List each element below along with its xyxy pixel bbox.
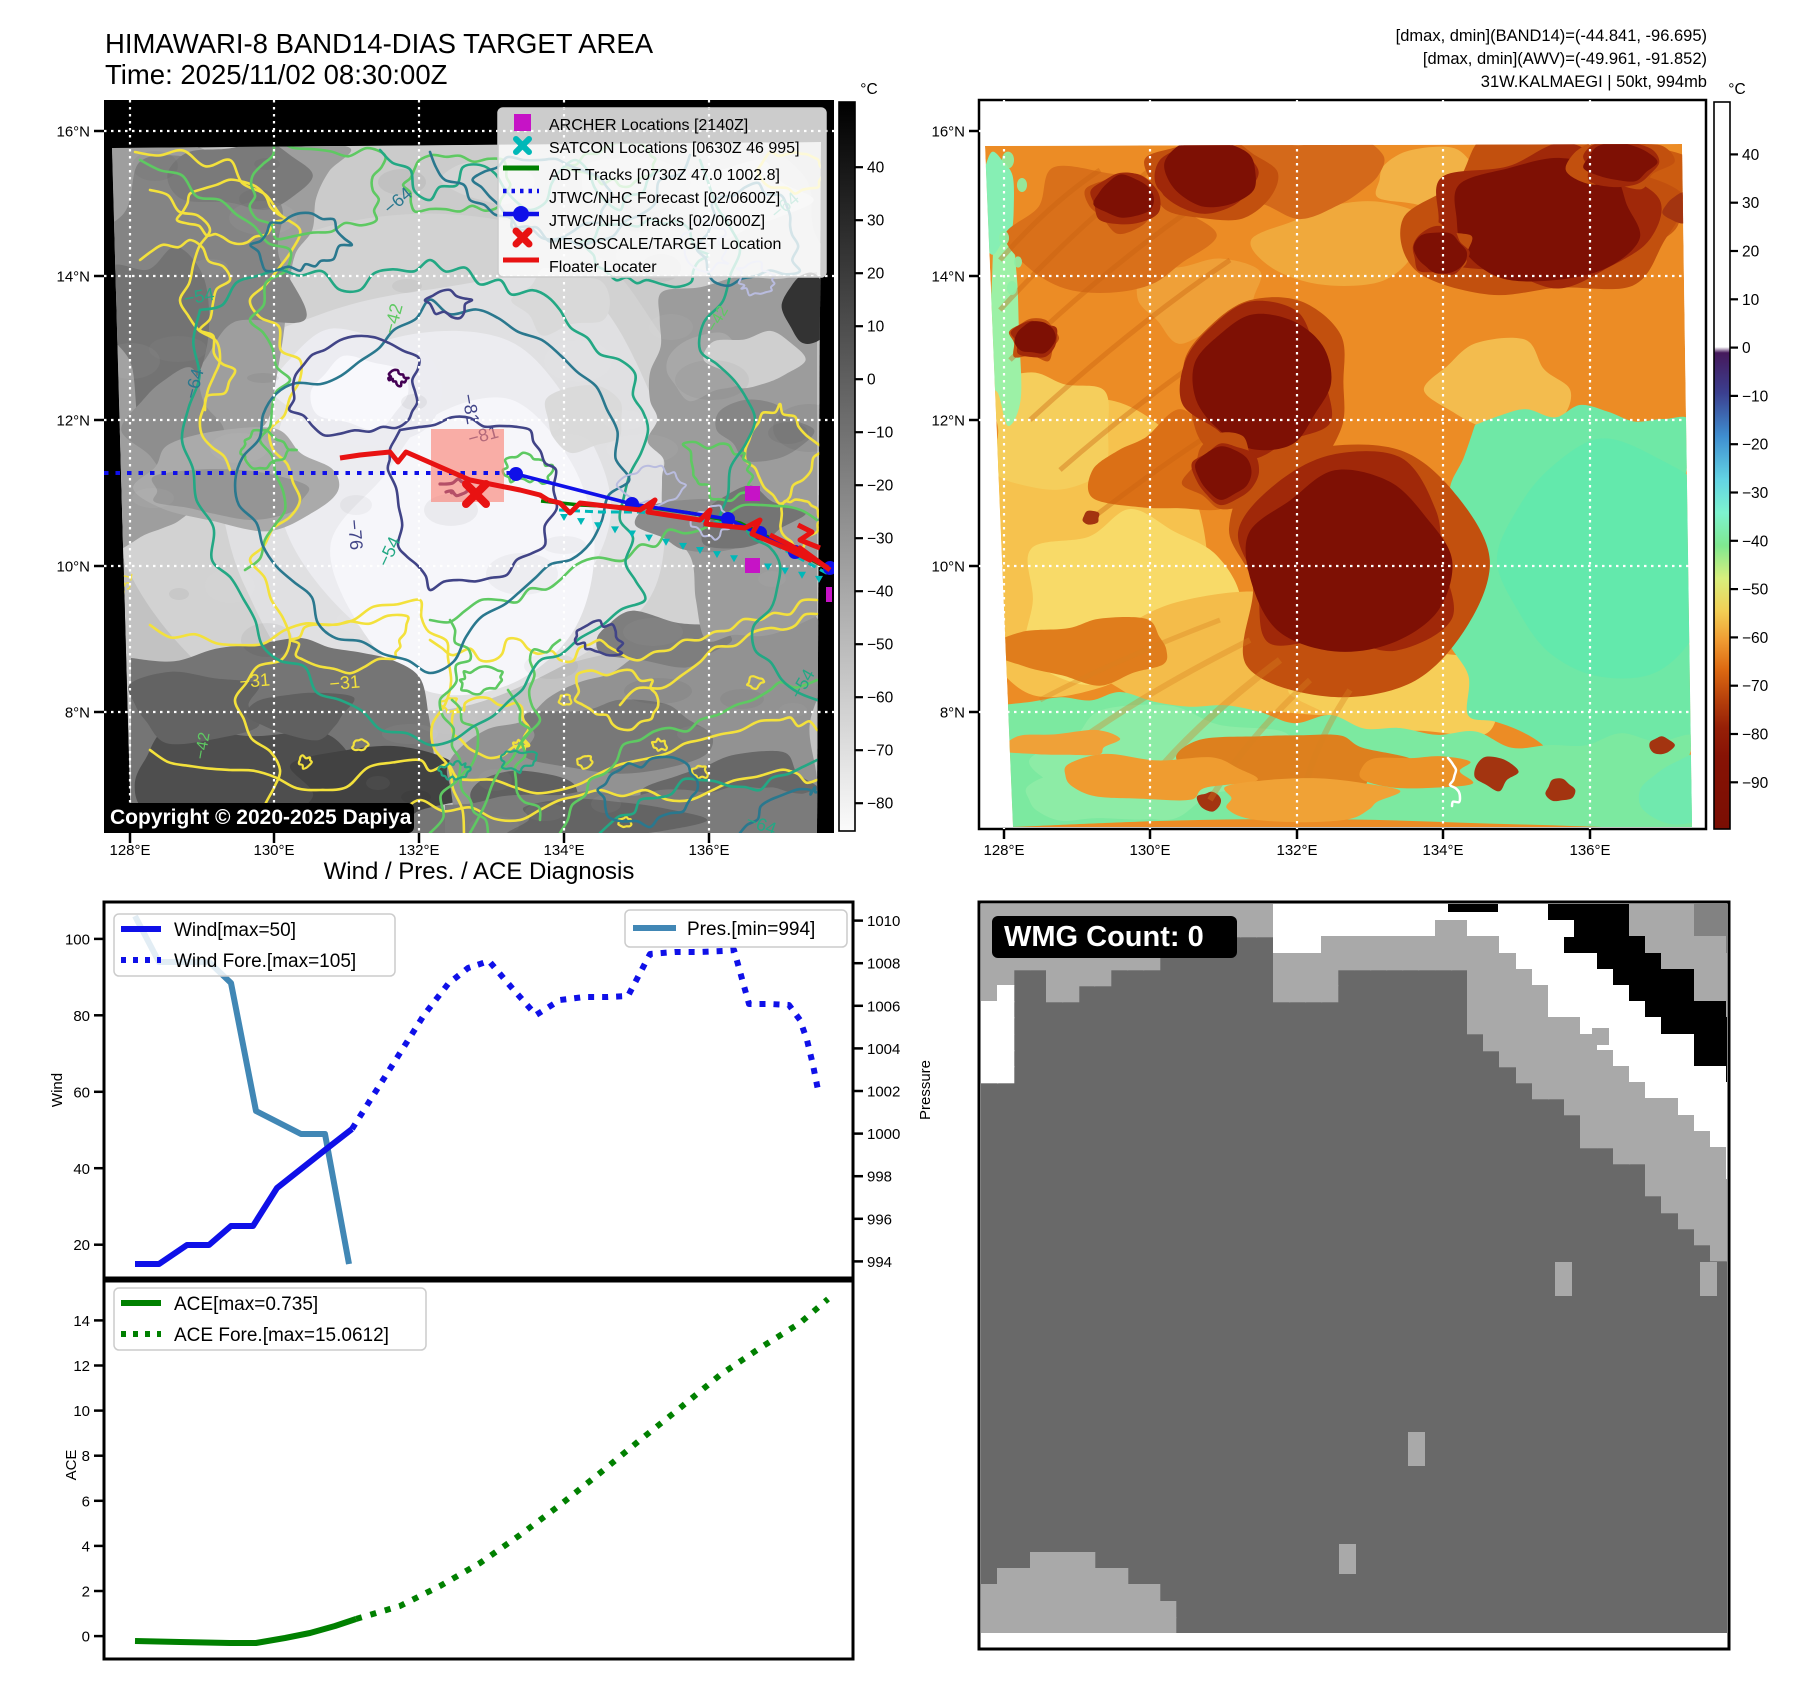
svg-text:Wind: Wind	[49, 1073, 66, 1107]
svg-text:−10: −10	[1742, 388, 1769, 405]
svg-text:−20: −20	[1742, 437, 1769, 454]
svg-text:°C: °C	[860, 81, 877, 98]
svg-text:80: 80	[73, 1008, 90, 1025]
svg-text:Pressure: Pressure	[917, 1060, 934, 1120]
svg-text:[dmax, dmin](AWV)=(-49.961, -9: [dmax, dmin](AWV)=(-49.961, -91.852)	[1423, 50, 1707, 68]
svg-text:Wind[max=50]: Wind[max=50]	[174, 920, 296, 941]
svg-text:8°N: 8°N	[940, 705, 965, 722]
svg-text:4: 4	[82, 1538, 90, 1555]
svg-text:16°N: 16°N	[931, 124, 965, 141]
svg-text:JTWC/NHC Tracks [02/0600Z]: JTWC/NHC Tracks [02/0600Z]	[549, 213, 765, 230]
svg-text:134°E: 134°E	[1422, 842, 1463, 859]
svg-text:6: 6	[82, 1493, 90, 1510]
svg-text:20: 20	[867, 266, 885, 283]
svg-text:20: 20	[1742, 244, 1760, 261]
svg-text:WMG Count: 0: WMG Count: 0	[1004, 921, 1204, 953]
svg-text:10°N: 10°N	[931, 559, 965, 576]
svg-text:−40: −40	[867, 584, 894, 601]
svg-text:−30: −30	[867, 531, 894, 548]
svg-text:0: 0	[82, 1629, 90, 1646]
svg-text:1010: 1010	[867, 913, 900, 930]
svg-text:10: 10	[73, 1403, 90, 1420]
svg-text:40: 40	[867, 160, 885, 177]
svg-text:−31: −31	[329, 671, 361, 694]
svg-text:14: 14	[73, 1313, 90, 1330]
svg-text:14°N: 14°N	[56, 269, 90, 286]
svg-text:−50: −50	[1742, 582, 1769, 599]
svg-text:Time: 2025/11/02 08:30:00Z: Time: 2025/11/02 08:30:00Z	[105, 59, 447, 90]
svg-text:−42: −42	[192, 731, 213, 761]
svg-text:°C: °C	[1728, 81, 1745, 98]
svg-text:10: 10	[867, 319, 885, 336]
svg-text:10: 10	[1742, 292, 1760, 309]
svg-text:Copyright © 2020-2025 Dapiya: Copyright © 2020-2025 Dapiya	[110, 806, 412, 829]
svg-text:998: 998	[867, 1169, 892, 1186]
svg-text:40: 40	[73, 1161, 90, 1178]
svg-text:[dmax, dmin](BAND14)=(-44.841,: [dmax, dmin](BAND14)=(-44.841, -96.695)	[1396, 27, 1707, 45]
svg-text:−70: −70	[1742, 678, 1769, 695]
svg-text:16°N: 16°N	[56, 124, 90, 141]
svg-text:30: 30	[867, 213, 885, 230]
svg-text:ACE: ACE	[63, 1450, 80, 1481]
svg-text:136°E: 136°E	[688, 842, 729, 859]
svg-text:12°N: 12°N	[931, 413, 965, 430]
svg-text:−76: −76	[344, 519, 367, 551]
svg-text:996: 996	[867, 1211, 892, 1228]
svg-text:30: 30	[1742, 195, 1760, 212]
svg-text:Floater Locater: Floater Locater	[549, 259, 657, 276]
svg-text:Wind / Pres. / ACE Diagnosis: Wind / Pres. / ACE Diagnosis	[324, 858, 635, 885]
svg-text:−60: −60	[1742, 630, 1769, 647]
svg-text:ACE[max=0.735]: ACE[max=0.735]	[174, 1294, 318, 1315]
svg-text:ACE Fore.[max=15.0612]: ACE Fore.[max=15.0612]	[174, 1325, 389, 1346]
svg-text:128°E: 128°E	[983, 842, 1024, 859]
svg-text:−50: −50	[867, 637, 894, 654]
svg-text:12: 12	[73, 1358, 90, 1375]
svg-text:994: 994	[867, 1254, 892, 1271]
svg-text:−60: −60	[867, 690, 894, 707]
svg-text:−30: −30	[1742, 485, 1769, 502]
svg-text:130°E: 130°E	[253, 842, 294, 859]
svg-text:136°E: 136°E	[1569, 842, 1610, 859]
svg-text:128°E: 128°E	[109, 842, 150, 859]
svg-text:JTWC/NHC Forecast [02/0600Z]: JTWC/NHC Forecast [02/0600Z]	[549, 190, 780, 207]
svg-text:10°N: 10°N	[56, 559, 90, 576]
svg-text:8: 8	[82, 1448, 90, 1465]
svg-text:−90: −90	[1742, 775, 1769, 792]
svg-text:−80: −80	[867, 796, 894, 813]
svg-text:132°E: 132°E	[398, 842, 439, 859]
svg-text:2: 2	[82, 1584, 90, 1601]
svg-text:14°N: 14°N	[931, 269, 965, 286]
svg-text:ARCHER Locations [2140Z]: ARCHER Locations [2140Z]	[549, 117, 748, 134]
svg-text:−70: −70	[867, 743, 894, 760]
svg-text:−20: −20	[867, 478, 894, 495]
svg-text:−40: −40	[1742, 533, 1769, 550]
svg-text:132°E: 132°E	[1276, 842, 1317, 859]
svg-text:1002: 1002	[867, 1084, 900, 1101]
svg-text:20: 20	[73, 1237, 90, 1254]
svg-text:100: 100	[65, 931, 90, 948]
svg-text:Wind Fore.[max=105]: Wind Fore.[max=105]	[174, 951, 356, 972]
svg-text:MESOSCALE/TARGET Location: MESOSCALE/TARGET Location	[549, 236, 781, 253]
svg-text:−31: −31	[239, 669, 271, 692]
svg-text:130°E: 130°E	[1129, 842, 1170, 859]
svg-text:−80: −80	[1742, 727, 1769, 744]
svg-text:1006: 1006	[867, 998, 900, 1015]
svg-text:HIMAWARI-8 BAND14-DIAS TARGET: HIMAWARI-8 BAND14-DIAS TARGET AREA	[105, 28, 654, 59]
svg-text:Pres.[min=994]: Pres.[min=994]	[687, 919, 815, 940]
svg-text:ADT Tracks [0730Z 47.0 1002.8]: ADT Tracks [0730Z 47.0 1002.8]	[549, 167, 780, 184]
svg-text:1004: 1004	[867, 1041, 900, 1058]
svg-text:60: 60	[73, 1084, 90, 1101]
svg-text:12°N: 12°N	[56, 413, 90, 430]
svg-text:134°E: 134°E	[543, 842, 584, 859]
svg-text:0: 0	[867, 372, 876, 389]
svg-text:SATCON Locations [0630Z 46 995: SATCON Locations [0630Z 46 995]	[549, 140, 800, 157]
svg-text:8°N: 8°N	[65, 705, 90, 722]
svg-text:0: 0	[1742, 340, 1751, 357]
svg-text:1000: 1000	[867, 1126, 900, 1143]
svg-text:−10: −10	[867, 425, 894, 442]
svg-text:40: 40	[1742, 147, 1760, 164]
svg-text:1008: 1008	[867, 956, 900, 973]
svg-text:31W.KALMAEGI | 50kt, 994mb: 31W.KALMAEGI | 50kt, 994mb	[1481, 73, 1707, 91]
